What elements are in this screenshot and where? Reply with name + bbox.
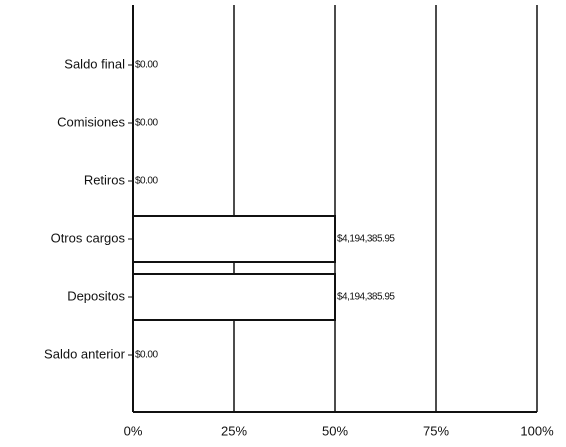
y-tick-label: Comisiones	[57, 114, 125, 129]
x-tick-label: 25%	[221, 423, 247, 438]
x-tick-label: 100%	[520, 423, 554, 438]
data-label: $0.00	[135, 60, 158, 71]
x-tick-label: 75%	[423, 423, 449, 438]
data-label: $0.00	[135, 350, 158, 361]
x-tick-label: 50%	[322, 423, 348, 438]
y-tick-label: Saldo anterior	[44, 346, 126, 361]
data-label: $0.00	[135, 118, 158, 129]
y-tick-label: Depositos	[67, 288, 125, 303]
bar	[132, 273, 336, 321]
x-tick-label: 0%	[124, 423, 143, 438]
data-label: $4,194,385.95	[337, 234, 395, 245]
data-label: $4,194,385.95	[337, 292, 395, 303]
bar	[132, 215, 336, 263]
data-label: $0.00	[135, 176, 158, 187]
y-tick-label: Otros cargos	[51, 230, 126, 245]
y-tick-label: Saldo final	[64, 56, 125, 71]
y-tick-label: Retiros	[84, 172, 126, 187]
